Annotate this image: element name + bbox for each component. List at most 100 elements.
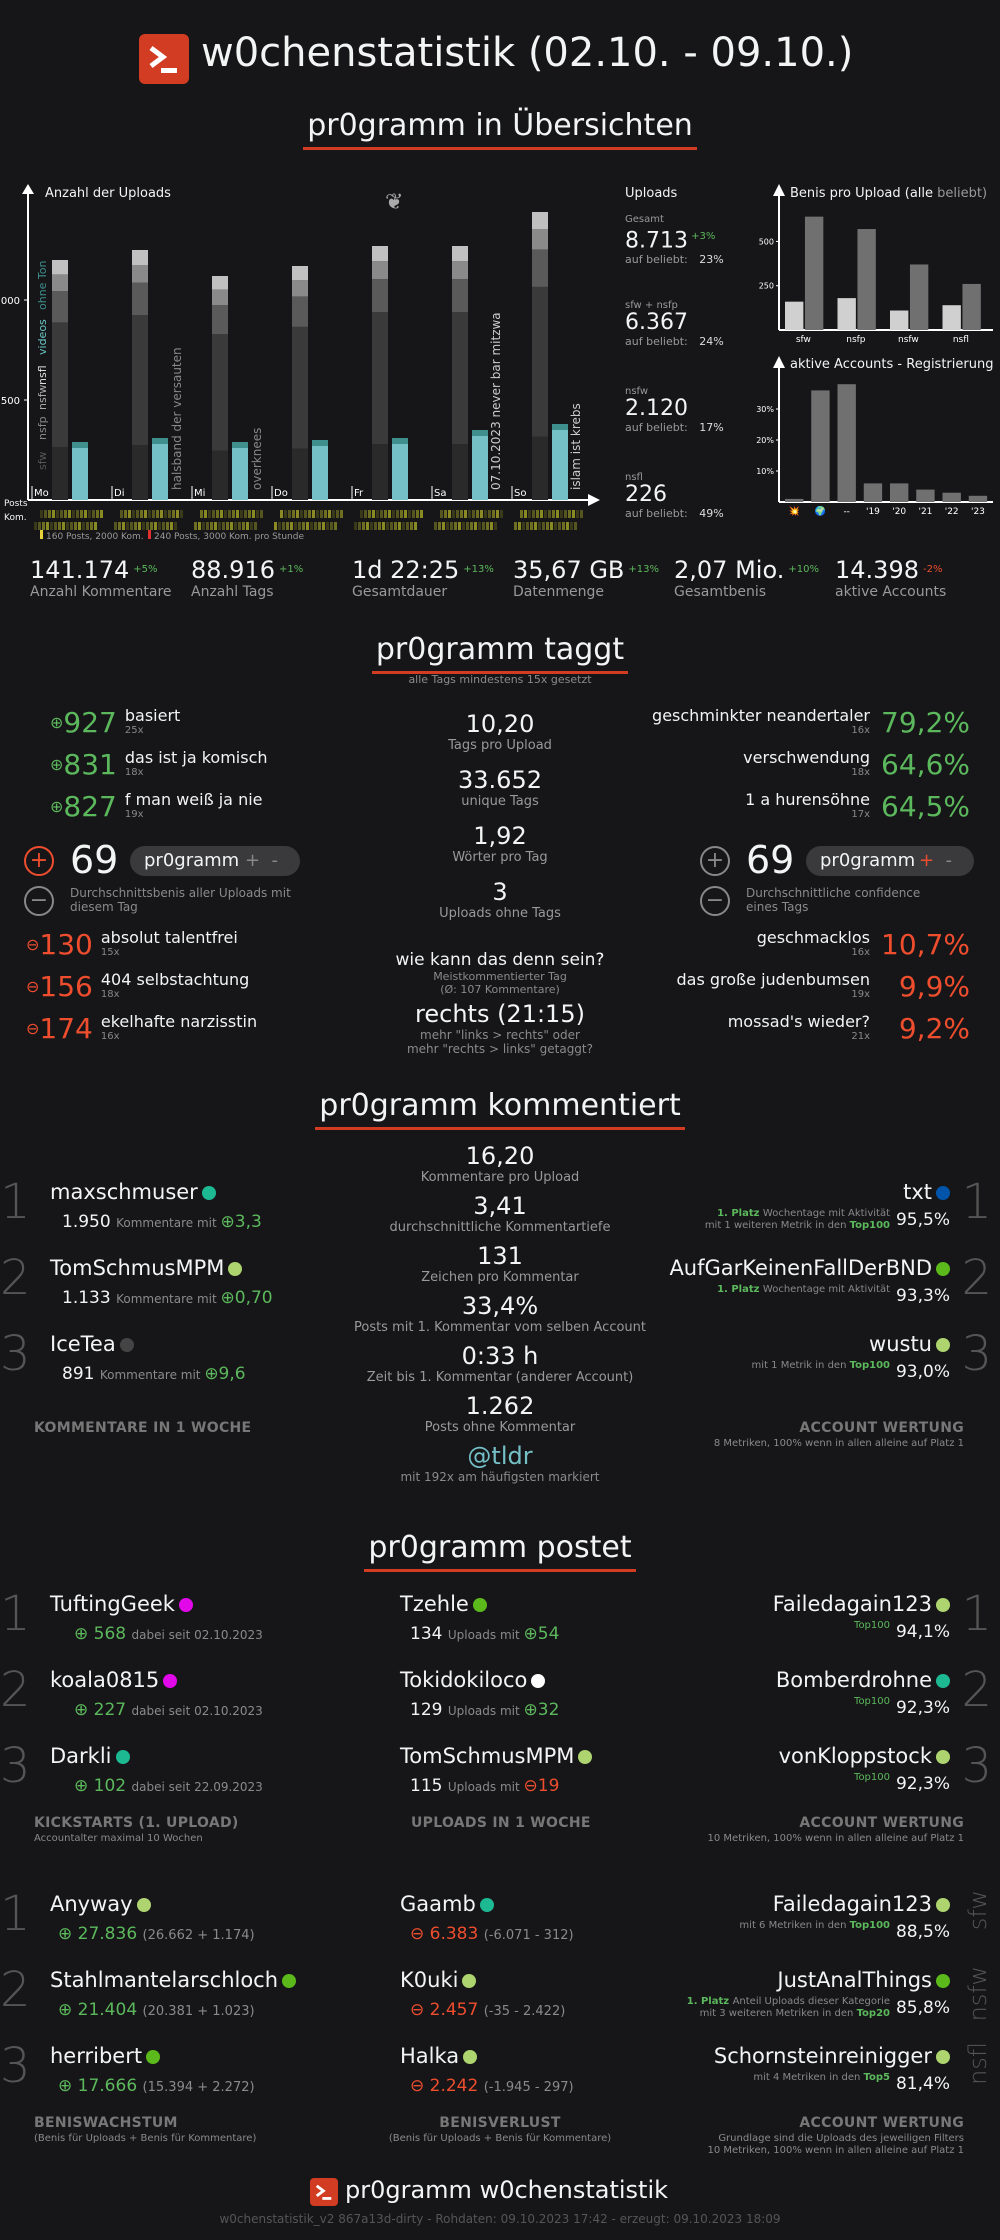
username[interactable]: Anyway xyxy=(50,1892,151,1916)
user-rank-dot xyxy=(228,1262,243,1276)
posts-heat-cell xyxy=(372,510,375,518)
posts-rating-footer: ACCOUNT WERTUNG xyxy=(799,1815,964,1831)
rating-percent: 85,8% xyxy=(895,1998,950,2018)
username[interactable]: TomSchmusMPM xyxy=(50,1256,243,1280)
posts-heat-cell xyxy=(68,510,71,518)
rating-percent: 94,1% xyxy=(895,1622,950,1642)
minus-icon[interactable]: − xyxy=(700,886,730,916)
video-bar xyxy=(392,438,408,500)
posts-heat-cell xyxy=(556,510,559,518)
high-confidence-tag[interactable]: geschminkter neandertaler 16x 79,2% xyxy=(630,706,970,748)
comments-heat-cell xyxy=(134,522,137,530)
top-tag-item[interactable]: ⊕827 f man weiß ja nie 19x xyxy=(50,790,310,832)
username[interactable]: AufGarKeinenFallDerBND xyxy=(669,1256,950,1280)
rating-detail: Top100 xyxy=(854,1772,890,1783)
posts-heat-cell xyxy=(532,510,535,518)
comments-heat-cell xyxy=(310,522,313,530)
username[interactable]: Darkli xyxy=(50,1744,130,1768)
username[interactable]: Failedagain123 xyxy=(773,1592,950,1616)
username[interactable]: wustu xyxy=(869,1332,950,1356)
posts-heat-cell xyxy=(136,510,139,518)
tag-confidence: 79,2% xyxy=(881,706,970,739)
username[interactable]: Schornsteinreinigger xyxy=(714,2044,950,2068)
comments-heat-cell xyxy=(482,522,485,530)
comments-heat-cell xyxy=(522,522,525,530)
username[interactable]: vonKloppstock xyxy=(779,1744,950,1768)
high-confidence-tag[interactable]: 1 a hurensöhne 17x 64,5% xyxy=(630,790,970,832)
tag-count: 21x xyxy=(851,1031,870,1042)
posts-heat-cell xyxy=(576,510,579,518)
upload-bar-segment xyxy=(52,291,68,323)
x-tick-label: '21 xyxy=(918,507,932,517)
flop-tag-item[interactable]: ⊖130 absolut talentfrei 15x xyxy=(26,928,316,970)
comments-heat-cell xyxy=(66,522,69,530)
kickstarts: 1 TuftingGeek ⊕ 568 dabei seit 02.10.2023 2… xyxy=(0,1586,360,1812)
top-tag-item[interactable]: ⊕927 basiert 25x xyxy=(50,706,310,748)
user-rank-dot xyxy=(115,1750,130,1764)
minus-icon[interactable]: − xyxy=(24,886,54,916)
username[interactable]: Stahlmantelarschloch xyxy=(50,1968,297,1992)
low-confidence-tag[interactable]: geschmacklos 16x 10,7% xyxy=(630,928,970,970)
posts-heat-cell xyxy=(296,510,299,518)
kpi: 35,67 GB +13% Datenmenge xyxy=(513,556,659,600)
username[interactable]: herribert xyxy=(50,2044,161,2068)
upload-bar-segment xyxy=(532,286,548,437)
legend-red: 240 Posts, 3000 Kom. pro Stunde xyxy=(148,530,304,542)
x-tick-label: Mi xyxy=(194,488,205,499)
username[interactable]: Halka xyxy=(400,2044,478,2068)
username[interactable]: TomSchmusMPM xyxy=(400,1744,593,1768)
comments-heat-cell xyxy=(246,522,249,530)
posts-heat-cell xyxy=(56,510,59,518)
username[interactable]: Gaamb xyxy=(400,1892,494,1916)
tag-count: 16x xyxy=(851,725,870,736)
username[interactable]: JustAnalThings xyxy=(777,1968,950,1992)
username[interactable]: txt xyxy=(903,1180,950,1204)
upload-bar-segment xyxy=(212,450,228,500)
posts-heat-cell xyxy=(336,510,339,518)
username[interactable]: maxschmuser xyxy=(50,1180,216,1204)
flop-tag-item[interactable]: ⊖156 404 selbstachtung 18x xyxy=(26,970,316,1012)
tag-pill-left[interactable]: pr0gramm + - xyxy=(130,846,300,876)
posts-heat-cell xyxy=(492,510,495,518)
avg-benis-value: 69 xyxy=(70,838,119,882)
comments-heat-cell xyxy=(570,522,573,530)
plus-icon[interactable]: + xyxy=(24,846,54,876)
username[interactable]: Failedagain123 xyxy=(773,1892,950,1916)
username[interactable]: TuftingGeek xyxy=(50,1592,193,1616)
stack-label-sfw: sfw xyxy=(36,451,49,470)
flop-tag-item[interactable]: ⊖174 ekelhafte narzisstin 16x xyxy=(26,1012,316,1054)
username[interactable]: Bomberdrohne xyxy=(776,1668,950,1692)
username[interactable]: Tzehle xyxy=(400,1592,487,1616)
user-rank-dot xyxy=(936,1262,950,1276)
comment-stat: 0:33 h Zeit bis 1. Kommentar (anderer Acc… xyxy=(350,1342,650,1392)
posts-heat-cell xyxy=(404,510,407,518)
username[interactable]: Tokidokiloco xyxy=(400,1668,546,1692)
username[interactable]: koala0815 xyxy=(50,1668,178,1692)
upload-bar-segment xyxy=(132,315,148,445)
high-confidence-tag[interactable]: verschwendung 18x 64,6% xyxy=(630,748,970,790)
low-confidence-tag[interactable]: das große judenbumsen 19x 9,9% xyxy=(630,970,971,1012)
benis-loss-value: ⊖ 6.383 (-6.071 - 312) xyxy=(410,1924,574,1944)
top-tag-item[interactable]: ⊕831 das ist ja komisch 18x xyxy=(50,748,310,790)
plus-icon[interactable]: + xyxy=(700,846,730,876)
tag-pill-right[interactable]: pr0gramm + - xyxy=(806,846,974,876)
comments-heat-cell xyxy=(370,522,373,530)
tag-stat-value: 33.652 xyxy=(458,766,542,794)
kpi-delta: +13% xyxy=(463,563,494,575)
stack-label-videos: videos xyxy=(36,319,49,355)
username[interactable]: IceTea xyxy=(50,1332,134,1356)
most-commented-tag: wie kann das denn sein? Meistkommentiert… xyxy=(395,950,605,996)
posts-heat-cell xyxy=(140,510,143,518)
uploads-stat: sfw + nsfp 6.367 auf beliebt: 24% xyxy=(625,300,725,386)
plus-circle-icon: ⊕ xyxy=(50,797,64,816)
rating-percent: 81,4% xyxy=(895,2074,950,2094)
low-confidence-tag[interactable]: mossad's wieder? 21x 9,2% xyxy=(630,1012,970,1054)
posts-heat-cell xyxy=(52,510,55,518)
x-tick-label: Di xyxy=(114,488,124,499)
upload-bar-segment xyxy=(452,261,468,280)
uploads-stat: nsfl 226 auf beliebt: 49% xyxy=(625,472,725,558)
posts-heat-cell xyxy=(220,510,223,518)
kpi-delta: +5% xyxy=(133,563,158,575)
username[interactable]: K0uki xyxy=(400,1968,477,1992)
kickstarts-note: Accountalter maximal 10 Wochen xyxy=(34,1833,203,1844)
